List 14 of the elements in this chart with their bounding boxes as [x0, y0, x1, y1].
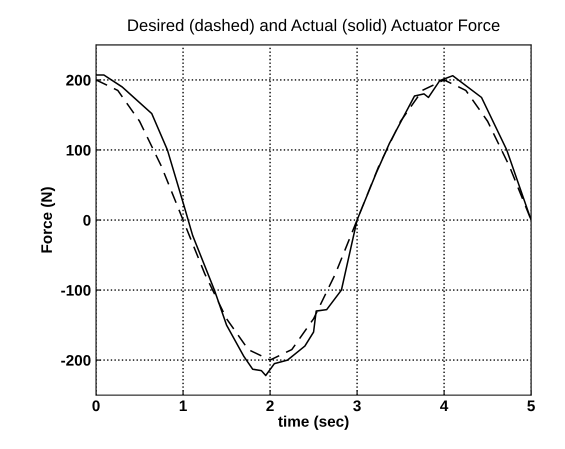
x-tick-label: 2: [266, 400, 274, 412]
x-tick-label: 3: [353, 400, 361, 412]
y-tick-label: -100: [61, 284, 91, 296]
x-tick-label: 1: [180, 400, 187, 412]
y-axis-title: Force (N): [40, 187, 56, 253]
y-tick-label: 200: [66, 74, 91, 86]
x-tick-label: 5: [527, 400, 535, 412]
y-tick-label: 0: [83, 214, 91, 226]
y-tick-label: 100: [66, 144, 91, 156]
x-tick-label: 4: [440, 400, 448, 412]
x-axis-title: time (sec): [278, 416, 348, 430]
chart-title: Desired (dashed) and Actual (solid) Actuator Force: [128, 18, 500, 34]
x-tick-label: 0: [92, 400, 100, 412]
y-tick-label: -200: [61, 354, 91, 366]
